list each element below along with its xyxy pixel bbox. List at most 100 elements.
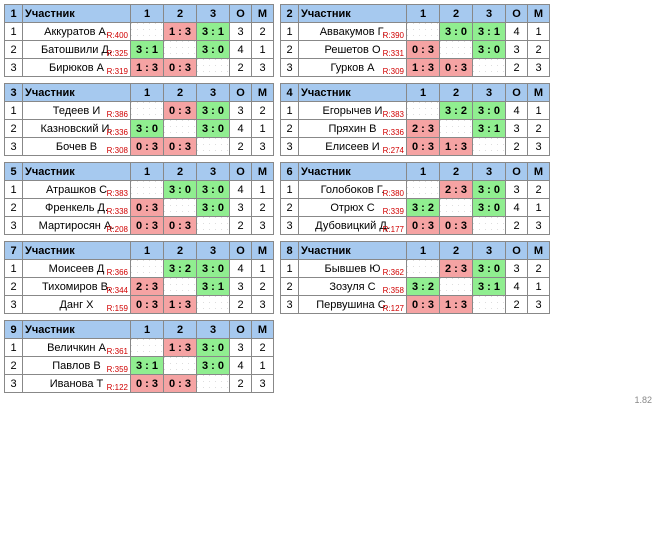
participant-name: Данг Х [59,299,93,311]
participant-name-cell: Казновский И.R:336 [23,120,131,138]
points-cell: 4 [230,357,252,375]
group-header-row: 4Участник123ОМ [281,84,550,102]
group-header-row: 2Участник123ОМ [281,5,550,23]
result-cell: 3 : 0 [197,102,230,120]
result-cell: 1 : 3 [164,339,197,357]
group-table: 5Участник123ОМ1Атрашков СR:3833 : 03 : 0… [4,162,274,235]
table-row: 3Данг ХR:1590 : 31 : 323 [5,296,274,314]
table-row: 1Тедеев ИR:3860 : 33 : 032 [5,102,274,120]
result-cell: 3 : 2 [440,102,473,120]
participant-name-cell: Голобоков Г.R:380 [299,181,407,199]
participant-rating: R:336 [383,128,404,137]
result-cell: 0 : 3 [131,199,164,217]
result-cell [407,102,440,120]
result-cell [440,199,473,217]
participant-name: Отрюх С [330,202,374,214]
result-cell: 1 : 3 [164,23,197,41]
result-cell [197,217,230,235]
round-header: 2 [164,84,197,102]
participant-rating: R:309 [383,67,404,76]
points-cell: 3 [230,199,252,217]
participant-name: Мартиросян А. [39,220,115,232]
row-number: 3 [281,296,299,314]
points-header: О [506,242,528,260]
participant-name: Иванова Т [50,378,104,390]
participant-name-cell: Аввакумов Г.R:390 [299,23,407,41]
row-number: 2 [5,357,23,375]
round-header: 1 [407,5,440,23]
result-cell: 3 : 0 [197,339,230,357]
participant-header: Участник [299,84,407,102]
participant-name-cell: Бирюков АR:319 [23,59,131,77]
participant-name-cell: Отрюх СR:339 [299,199,407,217]
row-number: 1 [281,102,299,120]
table-row: 1Аввакумов Г.R:3903 : 03 : 141 [281,23,550,41]
round-header: 3 [197,163,230,181]
participant-name-cell: Иванова ТR:122 [23,375,131,393]
participant-rating: R:336 [107,128,128,137]
result-cell [440,278,473,296]
points-cell: 4 [506,102,528,120]
round-header: 3 [473,5,506,23]
result-cell [131,260,164,278]
place-cell: 2 [252,339,274,357]
participant-name-cell: Тедеев ИR:386 [23,102,131,120]
participant-header: Участник [299,5,407,23]
result-cell: 3 : 0 [197,41,230,59]
result-cell: 1 : 3 [440,296,473,314]
result-cell [164,120,197,138]
points-cell: 2 [230,59,252,77]
table-row: 2Решетов ОR:3310 : 33 : 032 [281,41,550,59]
participant-name: Гурков А [330,62,374,74]
result-cell: 3 : 1 [473,278,506,296]
points-cell: 4 [230,260,252,278]
result-cell: 3 : 0 [164,181,197,199]
place-cell: 1 [252,260,274,278]
participant-name: Голобоков Г. [321,184,385,196]
row-number: 1 [281,23,299,41]
participant-rating: R:390 [383,31,404,40]
participant-rating: R:274 [383,146,404,155]
result-cell [164,278,197,296]
place-cell: 3 [252,138,274,156]
points-cell: 4 [230,181,252,199]
participant-name: Величкин А [47,342,106,354]
points-header: О [506,163,528,181]
row-number: 3 [5,138,23,156]
group-header-row: 6Участник123ОМ [281,163,550,181]
row-number: 1 [5,181,23,199]
row-number: 2 [281,120,299,138]
place-header: М [252,5,274,23]
participant-name: Бирюков А [49,62,104,74]
group-table: 9Участник123ОМ1Величкин АR:3611 : 33 : 0… [4,320,274,393]
participant-rating: R:319 [107,67,128,76]
round-header: 2 [440,5,473,23]
participant-name: Елисеев И [325,141,379,153]
result-cell: 2 : 3 [440,181,473,199]
points-header: О [230,84,252,102]
points-cell: 3 [230,278,252,296]
row-number: 2 [281,199,299,217]
result-cell [131,339,164,357]
participant-name: Бывшев Ю [325,263,381,275]
participant-rating: R:344 [107,286,128,295]
participant-rating: R:208 [107,225,128,234]
participant-name-cell: Дубовицкий Д.R:177 [299,217,407,235]
participant-header: Участник [23,5,131,23]
result-cell: 0 : 3 [407,41,440,59]
points-cell: 3 [230,23,252,41]
place-cell: 3 [252,59,274,77]
table-row: 1Атрашков СR:3833 : 03 : 041 [5,181,274,199]
row-number: 1 [5,102,23,120]
result-cell [440,41,473,59]
result-cell: 1 : 3 [164,296,197,314]
participant-name: Тедеев И [53,105,100,117]
group-number-header: 3 [5,84,23,102]
result-cell [197,296,230,314]
participant-name: Френкель Д. [45,202,108,214]
result-cell: 3 : 2 [407,278,440,296]
result-cell [473,138,506,156]
round-header: 1 [407,84,440,102]
place-cell: 2 [252,199,274,217]
result-cell [197,138,230,156]
